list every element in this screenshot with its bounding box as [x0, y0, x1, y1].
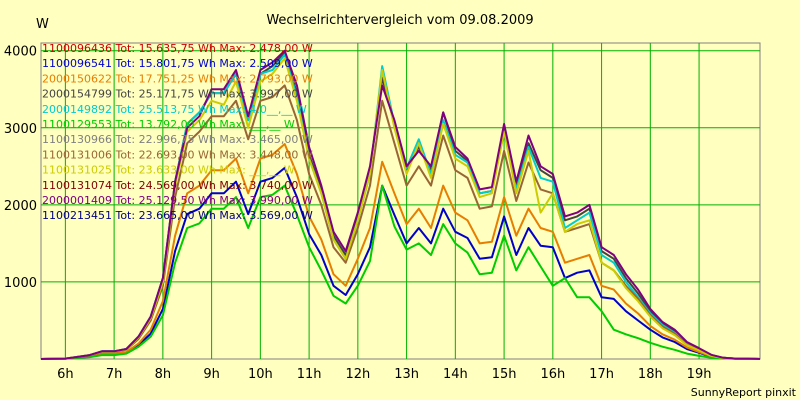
x-tick-label: 11h	[297, 367, 322, 382]
series-line-8	[40, 84, 761, 360]
legend-entry: 1100129553 Tot: 13.792,00 Wh Max: ___,__…	[42, 118, 295, 131]
x-tick-label: 13h	[394, 367, 419, 382]
y-tick-label: 2000	[4, 199, 37, 214]
legend-entry: 2000154799 Tot: 25.171,75 Wh Max: 3.997,…	[42, 88, 313, 101]
x-tick-label: 9h	[203, 367, 220, 382]
legend-entry: 1100096541 Tot: 15.801,75 Wh Max: 2.509,…	[42, 57, 313, 70]
chart-title: Wechselrichtervergleich vom 09.08.2009	[266, 13, 533, 28]
legend-entry: 1100131006 Tot: 22.693,00 Wh Max: 3.448,…	[42, 148, 313, 161]
x-tick-label: 7h	[106, 367, 123, 382]
series-line-6	[40, 184, 760, 360]
x-tick-label: 14h	[443, 367, 468, 382]
legend-entry: 1100131074 Tot: 24.569,00 Wh Max: 3.740,…	[42, 179, 313, 192]
x-tick-label: 6h	[57, 367, 74, 382]
legend-entry: 1100096436 Tot: 15.635,75 Wh Max: 2.478,…	[42, 42, 313, 55]
legend-entry: 2000149892 Tot: 25.513,75 Wh Max: 4.0__,…	[42, 103, 307, 116]
legend-entry: 2000150622 Tot: 17.751,25 Wh Max: 2.793,…	[42, 72, 313, 85]
y-axis-label: W	[36, 17, 49, 32]
y-tick-label: 1000	[4, 276, 37, 291]
legend-entry: 1100130966 Tot: 22.996,75 Wh Max: 3.465,…	[42, 133, 313, 146]
x-tick-label: 8h	[155, 367, 172, 382]
x-tick-label: 17h	[589, 367, 614, 382]
x-tick-label: 19h	[687, 367, 712, 382]
series-line-11	[40, 49, 761, 360]
legend-entry: 1100131025 Tot: 23.633,00 Wh Max: ___,__…	[42, 164, 295, 177]
legend-entry: 1100213451 Tot: 23.665,00 Wh Max: 3.569,…	[42, 209, 313, 222]
x-tick-label: 12h	[345, 367, 370, 382]
series-line-3	[40, 143, 761, 360]
legend-entry: 2000001409 Tot: 25.129,50 Wh Max: 3.990,…	[42, 194, 313, 207]
y-tick-label: 4000	[4, 45, 37, 60]
series-line-2	[40, 166, 761, 360]
x-tick-label: 15h	[492, 367, 517, 382]
x-tick-label: 16h	[540, 367, 565, 382]
x-tick-label: 18h	[638, 367, 663, 382]
footer-credit: SunnyReport pinxit	[691, 386, 797, 399]
x-tick-label: 10h	[248, 367, 273, 382]
y-tick-label: 3000	[4, 122, 37, 137]
